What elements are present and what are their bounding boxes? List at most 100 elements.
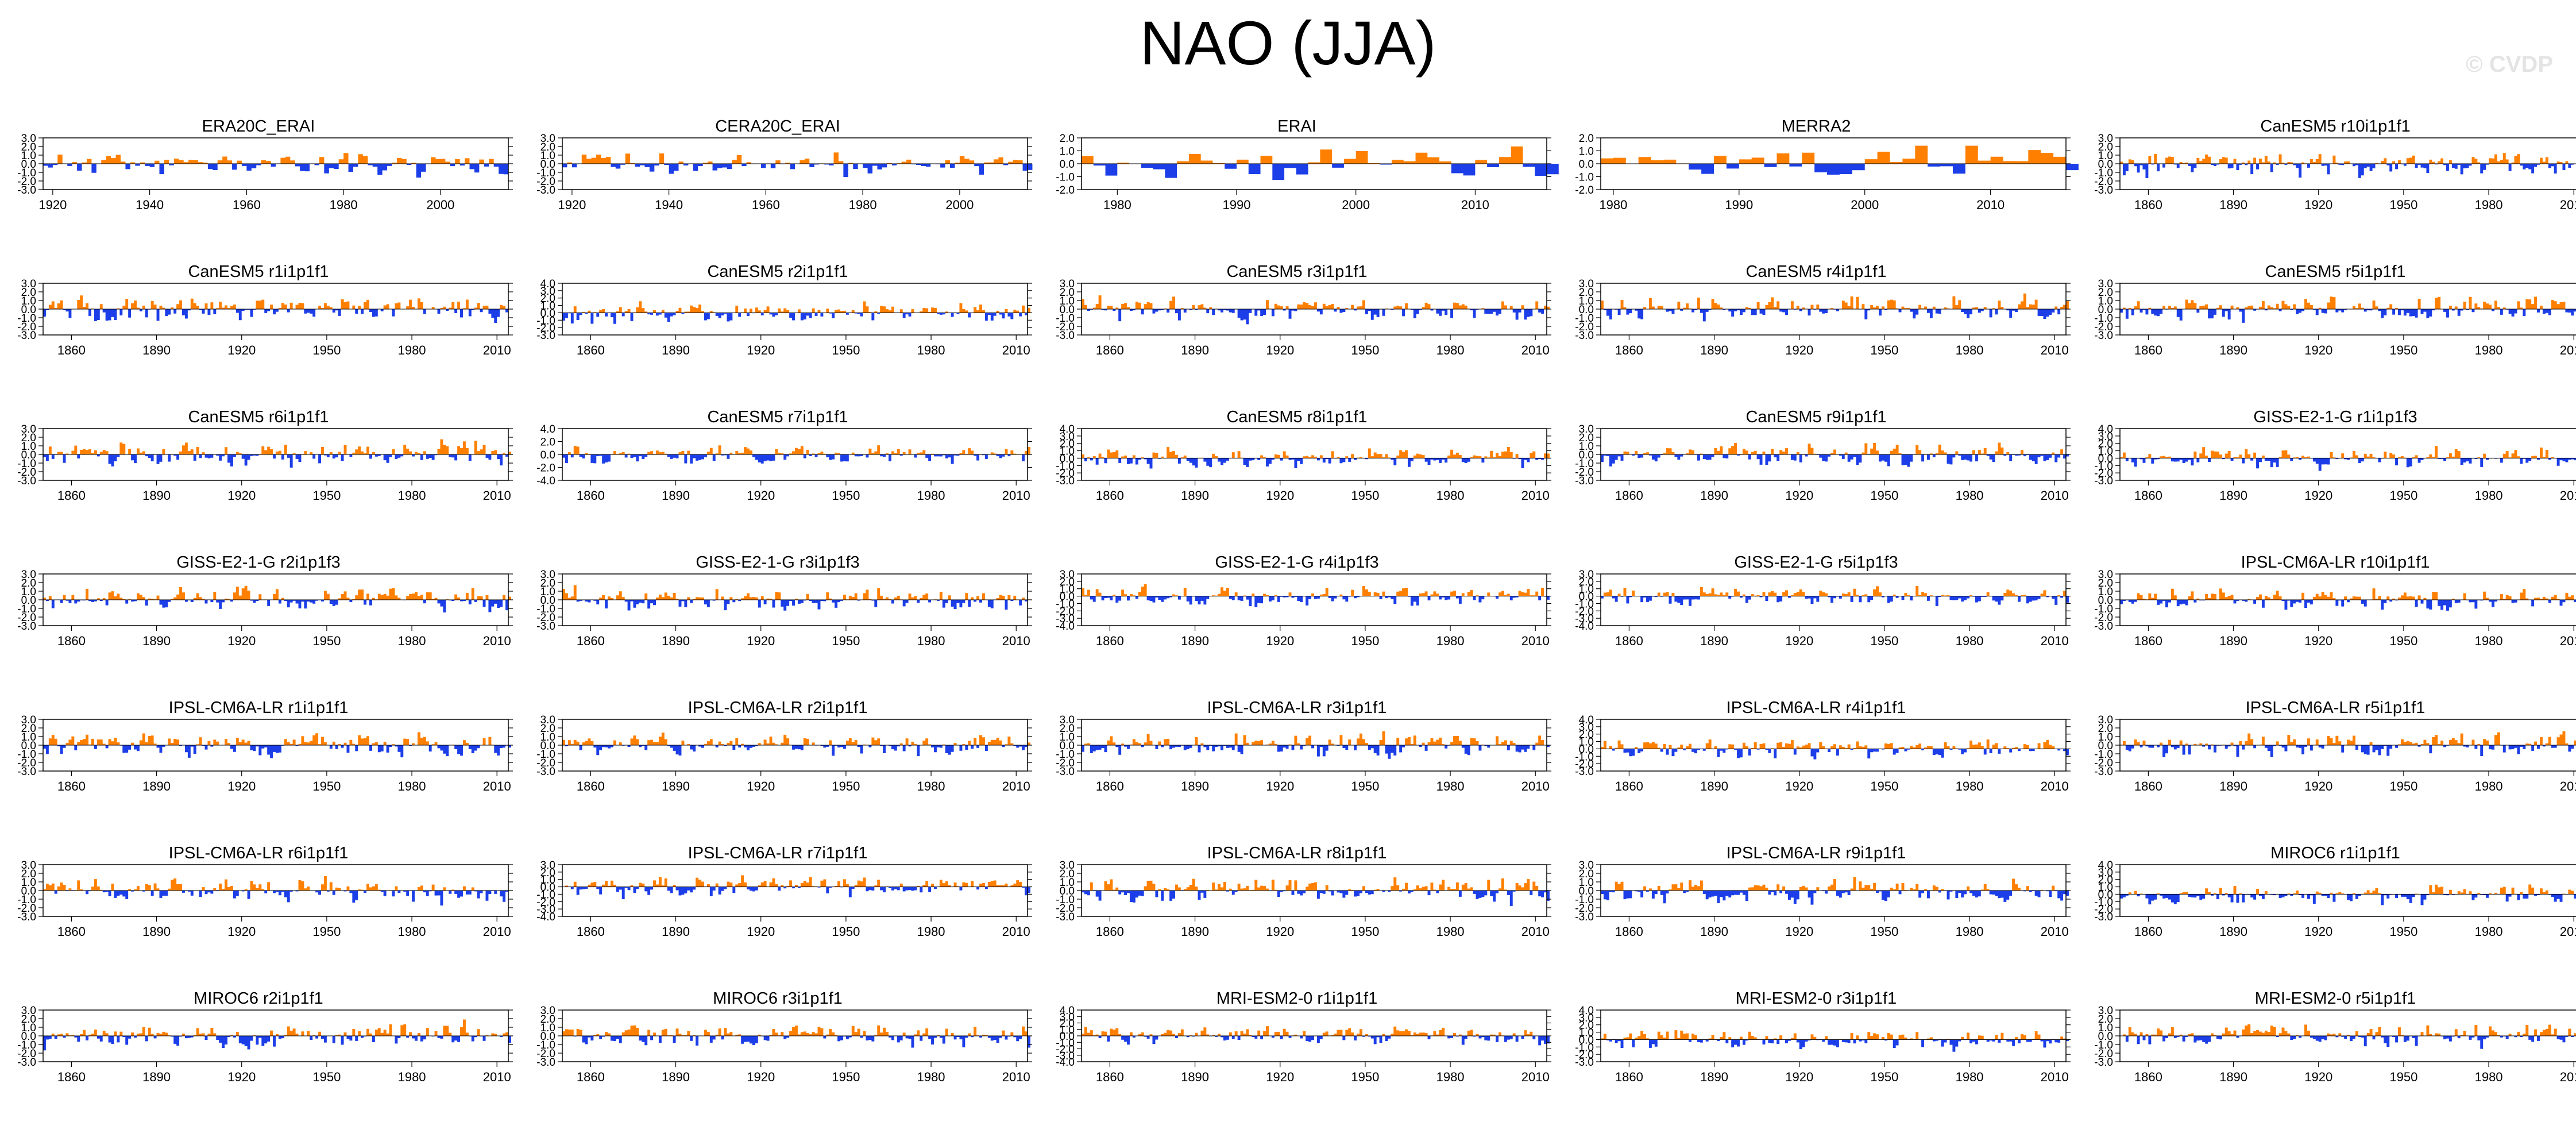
- y-tick-label: 2.0: [1060, 576, 1075, 588]
- y-tick-label: -1.0: [17, 167, 36, 179]
- x-tick-label: 2010: [2041, 924, 2069, 939]
- x-tick-label: 1860: [57, 488, 86, 503]
- y-tick-label: -2.0: [17, 321, 36, 333]
- positive-anomaly-fill: [567, 152, 1023, 164]
- y-tick-label: 2.0: [21, 287, 36, 299]
- nao-timeseries-chart: -3.0-2.0-1.00.01.02.03.04.0 1860 1890 1920 1…: [1575, 1005, 2071, 1084]
- x-tick-label: 1920: [227, 779, 256, 793]
- nao-panel: GISS-E2-1-G r4i1p1f3 -4.0 -3.0 -2.0 -1.0 0.0 1…: [1038, 551, 1555, 695]
- plot-frame: [2119, 864, 2576, 917]
- y-tick-label: 2.0: [1579, 133, 1594, 145]
- y-tick-label: 0.0: [540, 159, 555, 171]
- nao-timeseries-chart: -3.0-2.0-1.00.01.02.03.0 1860 1890 1920 1950…: [1575, 278, 2071, 357]
- y-tick-label: 1.0: [21, 441, 36, 453]
- panel-title: GISS-E2-1-G r5i1p1f3: [1734, 553, 1898, 572]
- negative-anomaly-fill: [1601, 891, 2069, 905]
- y-tick-label: 1.0: [21, 731, 36, 743]
- y-tick-label: -3.0: [17, 330, 36, 342]
- x-tick-label: 2010: [483, 488, 511, 503]
- y-tick-label: -2.0: [1575, 606, 1594, 618]
- y-tick-label: 0.0: [1579, 159, 1594, 171]
- x-tick-label: 1950: [1870, 343, 1898, 357]
- x-tick-label: 1890: [662, 924, 690, 939]
- y-tick-label: -1.0: [1575, 598, 1594, 610]
- positive-anomaly-fill: [51, 1019, 508, 1036]
- nao-timeseries-chart: -3.0-2.0-1.00.01.02.03.0 1860 1890 1920 1950…: [536, 1005, 1032, 1084]
- negative-anomaly-fill: [562, 887, 1030, 899]
- y-tick-label: -3.0: [1575, 1057, 1594, 1069]
- positive-anomaly-fill: [1082, 295, 1550, 309]
- nao-timeseries-chart: -3.0-2.0-1.00.01.02.03.04.0 1860 1890 1920 1…: [1056, 423, 1551, 503]
- panel-title: IPSL-CM6A-LR r8i1p1f1: [1207, 844, 1387, 862]
- y-tick-label: -2.0: [1575, 184, 1594, 196]
- panel-title: CanESM5 r10i1p1f1: [2260, 117, 2411, 136]
- negative-anomaly-fill: [2120, 309, 2576, 323]
- nao-timeseries-chart: -3.0-2.0-1.00.01.02.03.0 1860 1890 1920 1950…: [1575, 423, 2071, 503]
- nao-panel: IPSL-CM6A-LR r6i1p1f1 -3.0 -2.0 -1.0 0.0 1.0 2…: [0, 842, 517, 985]
- negative-anomaly-fill: [1601, 454, 2069, 467]
- y-tick-label: 1.0: [1579, 441, 1594, 453]
- x-tick-label: 1890: [2219, 1070, 2247, 1084]
- y-tick-label: 0.0: [2098, 889, 2113, 901]
- y-tick-label: 1.0: [1060, 146, 1075, 158]
- x-tick-label: 1920: [1266, 1070, 1294, 1084]
- x-tick-label: 1860: [1615, 488, 1643, 503]
- x-tick-label: 2010: [2560, 924, 2576, 939]
- x-tick-label: 1890: [662, 634, 690, 648]
- x-tick-label: 1980: [917, 634, 945, 648]
- y-tick-label: -2.0: [536, 896, 555, 908]
- y-tick-label: -3.0: [1056, 330, 1075, 342]
- x-tick-label: 1980: [2475, 488, 2503, 503]
- positive-anomaly-fill: [48, 732, 495, 745]
- positive-anomaly-fill: [562, 1025, 1028, 1036]
- x-tick-label: 2010: [2041, 343, 2069, 357]
- y-tick-label: -1.0: [1056, 172, 1075, 184]
- x-tick-label: 1890: [142, 488, 171, 503]
- x-tick-label: 2010: [2041, 1070, 2069, 1084]
- y-tick-label: -2.0: [17, 176, 36, 188]
- y-tick-label: -3.0: [1056, 1050, 1075, 1062]
- y-tick-label: 3.0: [2098, 1005, 2113, 1017]
- nao-panel: CanESM5 r5i1p1f1 -3.0 -2.0 -1.0 0.0 1.0 2.0 3.0…: [2077, 260, 2576, 404]
- x-tick-label: 1920: [1785, 343, 1813, 357]
- y-tick-label: 3.0: [1579, 860, 1594, 872]
- x-tick-label: 1950: [1351, 1070, 1379, 1084]
- panel-title: ERA20C_ERAI: [202, 117, 315, 136]
- y-tick-label: 1.0: [1579, 737, 1594, 749]
- y-tick-label: -2.0: [1056, 184, 1075, 196]
- x-tick-label: 2010: [2560, 634, 2576, 648]
- y-tick-label: 0.0: [1579, 449, 1594, 461]
- plot-frame: [2119, 428, 2576, 481]
- y-tick-label: 0.0: [1060, 740, 1075, 752]
- y-tick-label: -1.0: [536, 749, 555, 761]
- nao-timeseries-chart: -4.0-3.0-2.0-1.00.01.02.03.0 1860 1890 1920…: [536, 860, 1032, 939]
- positive-anomaly-fill: [1601, 293, 2069, 309]
- x-tick-label: 1920: [2304, 634, 2332, 648]
- negative-anomaly-fill: [2125, 745, 2574, 758]
- negative-anomaly-fill: [54, 891, 511, 906]
- panel-title: MRI-ESM2-0 r5i1p1f1: [2254, 989, 2416, 1008]
- x-tick-label: 2010: [1002, 634, 1030, 648]
- y-tick-label: -2.0: [1575, 758, 1594, 770]
- x-tick-label: 1860: [577, 779, 605, 793]
- positive-anomaly-fill: [57, 153, 513, 164]
- x-tick-label: 2010: [2560, 1070, 2576, 1084]
- positive-anomaly-fill: [2120, 446, 2557, 458]
- y-tick-label: 1.0: [2098, 1022, 2113, 1034]
- x-tick-label: 2010: [1461, 198, 1489, 212]
- panel-title: CanESM5 r6i1p1f1: [188, 408, 329, 426]
- y-tick-label: -2.0: [536, 757, 555, 769]
- nao-timeseries-chart: -3.0-2.0-1.00.01.02.03.0 1860 1890 1920 1950…: [1056, 714, 1551, 793]
- y-tick-label: 4.0: [1060, 423, 1075, 435]
- x-tick-label: 1860: [1615, 779, 1643, 793]
- x-tick-label: 1980: [2475, 1070, 2503, 1084]
- negative-anomaly-fill: [1612, 749, 2069, 760]
- x-tick-label: 1860: [577, 1070, 605, 1084]
- panel-title: CanESM5 r5i1p1f1: [2265, 263, 2406, 281]
- y-tick-label: 1.0: [21, 150, 36, 162]
- x-tick-label: 1920: [747, 779, 775, 793]
- x-tick-label: 1980: [2475, 779, 2503, 793]
- y-tick-label: 2.0: [2098, 287, 2113, 299]
- negative-anomaly-fill: [562, 164, 1033, 178]
- x-tick-label: 1890: [1700, 634, 1728, 648]
